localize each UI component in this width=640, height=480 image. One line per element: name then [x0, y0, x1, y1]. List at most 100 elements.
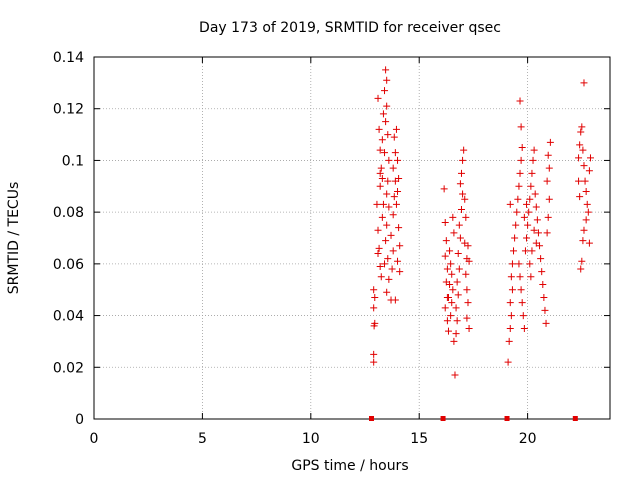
data-point [505, 337, 513, 345]
chart-title: Day 173 of 2019, SRMTID for receiver qse… [199, 20, 501, 36]
data-point [516, 273, 524, 281]
data-point [453, 278, 461, 286]
data-point [585, 239, 593, 247]
data-point [461, 195, 469, 203]
data-point [385, 156, 393, 164]
x-tick-label: 20 [519, 431, 537, 447]
data-point [462, 213, 470, 221]
data-point [529, 156, 537, 164]
data-point [514, 195, 522, 203]
data-point [449, 286, 457, 294]
data-point [530, 226, 538, 234]
data-point [395, 175, 403, 183]
data-point [532, 203, 540, 211]
y-tick-label: 0.08 [53, 205, 84, 221]
data-point [460, 146, 468, 154]
data-point [370, 286, 378, 294]
data-point [396, 242, 404, 250]
data-point [381, 149, 389, 157]
data-point [464, 242, 472, 250]
data-point [585, 167, 593, 175]
data-point [517, 156, 525, 164]
data-point [533, 216, 541, 224]
data-point [538, 268, 546, 276]
data-point [376, 182, 384, 190]
data-point [584, 208, 592, 216]
data-point [377, 164, 385, 172]
baseline-marker [369, 416, 375, 421]
data-point [518, 144, 526, 151]
data-point [383, 76, 391, 84]
data-point [379, 110, 387, 118]
data-point [544, 213, 552, 221]
data-point [391, 296, 399, 304]
data-point [520, 325, 528, 332]
data-point [578, 123, 586, 131]
data-point [511, 234, 519, 242]
data-point [532, 239, 540, 247]
data-point [383, 190, 391, 198]
data-point [515, 260, 523, 268]
y-axis: 0 0.02 0.04 0.06 0.08 0.1 0.12 0.14 [53, 50, 610, 428]
data-point [452, 330, 460, 338]
x-tick-label: 10 [302, 431, 320, 447]
data-point [378, 175, 386, 183]
data-point [517, 286, 525, 294]
data-point [519, 312, 527, 320]
data-point [530, 146, 538, 154]
data-point [370, 350, 378, 358]
data-point [374, 94, 382, 102]
data-points [370, 66, 594, 379]
data-point [545, 164, 553, 172]
data-point [444, 293, 452, 301]
data-point [441, 252, 449, 260]
data-point [520, 213, 528, 221]
data-point [508, 260, 516, 268]
data-point [504, 358, 512, 366]
baseline-marker [572, 416, 578, 421]
data-point [576, 141, 584, 149]
plot-frame [93, 56, 611, 420]
data-point [441, 304, 449, 312]
data-point [448, 299, 456, 307]
data-point [586, 154, 594, 162]
data-point [377, 273, 385, 281]
data-point [375, 125, 383, 133]
data-point [462, 270, 470, 278]
x-axis-label: GPS time / hours [291, 458, 408, 474]
data-point [524, 221, 532, 229]
data-point [546, 138, 554, 146]
data-point [457, 206, 465, 214]
data-point [541, 306, 549, 314]
data-point [394, 156, 402, 164]
data-point [580, 79, 588, 87]
data-point [518, 299, 526, 307]
data-point [463, 314, 471, 322]
data-point [388, 265, 396, 273]
data-point [385, 275, 393, 283]
data-point [540, 293, 548, 301]
data-point [527, 182, 535, 190]
data-point [441, 218, 449, 226]
data-point [507, 273, 515, 281]
data-point [392, 200, 400, 208]
data-point [508, 286, 516, 294]
data-point [544, 151, 552, 159]
data-point [580, 162, 588, 170]
data-point [537, 255, 545, 263]
baseline-marker [504, 416, 510, 421]
data-point [464, 299, 472, 307]
baseline-markers [369, 416, 578, 421]
data-point [447, 260, 455, 268]
y-tick-label: 0 [75, 412, 84, 428]
data-point [385, 203, 393, 211]
data-point [583, 200, 591, 208]
data-point [392, 125, 400, 133]
data-point [526, 260, 534, 268]
data-point [575, 177, 583, 185]
data-point [506, 325, 514, 332]
data-point [534, 229, 542, 237]
data-point [512, 221, 520, 229]
data-point [370, 304, 378, 312]
